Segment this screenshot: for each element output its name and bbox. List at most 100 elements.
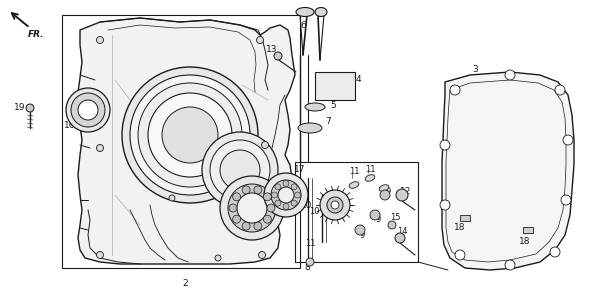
- Circle shape: [26, 104, 34, 112]
- Circle shape: [563, 135, 573, 145]
- Circle shape: [294, 192, 300, 198]
- Polygon shape: [78, 18, 295, 264]
- Ellipse shape: [379, 185, 389, 191]
- Ellipse shape: [298, 123, 322, 133]
- Ellipse shape: [349, 182, 359, 188]
- Circle shape: [267, 204, 275, 212]
- Circle shape: [380, 190, 390, 200]
- Circle shape: [242, 222, 250, 230]
- Circle shape: [254, 222, 262, 230]
- Text: 9: 9: [359, 231, 365, 240]
- Circle shape: [263, 215, 271, 223]
- Text: 14: 14: [396, 228, 407, 237]
- Circle shape: [263, 193, 271, 201]
- Circle shape: [355, 225, 365, 235]
- Text: 11: 11: [305, 240, 315, 249]
- Circle shape: [370, 210, 380, 220]
- Bar: [315, 72, 355, 100]
- Circle shape: [275, 184, 281, 190]
- Text: 20: 20: [300, 200, 312, 209]
- Circle shape: [555, 85, 565, 95]
- Circle shape: [220, 176, 284, 240]
- Circle shape: [122, 67, 258, 203]
- Text: FR.: FR.: [28, 30, 44, 39]
- Circle shape: [396, 189, 408, 201]
- Circle shape: [283, 181, 289, 187]
- Polygon shape: [442, 72, 574, 270]
- Circle shape: [78, 100, 98, 120]
- Circle shape: [258, 252, 266, 259]
- Text: 6: 6: [300, 21, 306, 30]
- Circle shape: [331, 201, 339, 209]
- Circle shape: [291, 184, 297, 190]
- Circle shape: [130, 75, 250, 195]
- Text: 2: 2: [182, 278, 188, 287]
- Text: 4: 4: [356, 76, 362, 85]
- Circle shape: [440, 200, 450, 210]
- Circle shape: [440, 140, 450, 150]
- Circle shape: [148, 93, 232, 177]
- Text: 11: 11: [349, 167, 359, 176]
- Text: 15: 15: [390, 213, 400, 222]
- Circle shape: [97, 144, 103, 151]
- Circle shape: [550, 247, 560, 257]
- Circle shape: [210, 140, 270, 200]
- Circle shape: [228, 184, 276, 232]
- Circle shape: [450, 85, 460, 95]
- Text: 19: 19: [14, 104, 26, 113]
- Circle shape: [169, 195, 175, 201]
- Circle shape: [162, 107, 218, 163]
- Circle shape: [291, 200, 297, 206]
- Circle shape: [202, 132, 278, 208]
- Circle shape: [395, 233, 405, 243]
- Text: 5: 5: [330, 101, 336, 110]
- Circle shape: [275, 200, 281, 206]
- Circle shape: [306, 258, 314, 266]
- Circle shape: [264, 173, 308, 217]
- Text: 16: 16: [64, 120, 76, 129]
- Circle shape: [257, 36, 264, 44]
- Circle shape: [388, 221, 396, 229]
- Circle shape: [66, 88, 110, 132]
- Text: 10: 10: [310, 207, 320, 216]
- Text: 21: 21: [251, 228, 263, 237]
- Circle shape: [271, 180, 301, 210]
- Circle shape: [71, 93, 105, 127]
- Text: 18: 18: [454, 224, 466, 232]
- Circle shape: [505, 260, 515, 270]
- Circle shape: [242, 186, 250, 194]
- Circle shape: [561, 195, 571, 205]
- Text: 7: 7: [325, 117, 331, 126]
- Circle shape: [237, 193, 267, 223]
- Circle shape: [232, 215, 241, 223]
- Ellipse shape: [305, 103, 325, 111]
- Ellipse shape: [365, 175, 375, 181]
- Ellipse shape: [296, 8, 314, 17]
- Circle shape: [327, 197, 343, 213]
- Circle shape: [320, 190, 350, 220]
- Bar: [523, 227, 533, 233]
- Bar: [62, 15, 300, 268]
- Text: 11: 11: [365, 166, 375, 175]
- Circle shape: [232, 193, 241, 201]
- Text: 13: 13: [266, 45, 278, 54]
- Bar: [295, 162, 418, 262]
- Circle shape: [220, 150, 260, 190]
- Text: 8: 8: [304, 262, 310, 272]
- Circle shape: [97, 252, 103, 259]
- Text: 17: 17: [294, 166, 306, 175]
- Circle shape: [138, 83, 242, 187]
- Circle shape: [229, 204, 237, 212]
- Circle shape: [278, 187, 294, 203]
- Circle shape: [455, 250, 465, 260]
- Circle shape: [274, 52, 282, 60]
- Circle shape: [283, 203, 289, 209]
- Ellipse shape: [315, 8, 327, 17]
- Text: 12: 12: [400, 188, 412, 197]
- Circle shape: [97, 36, 103, 44]
- Text: 9: 9: [385, 188, 391, 197]
- Bar: [460, 215, 470, 221]
- Circle shape: [271, 192, 277, 198]
- Text: 9: 9: [375, 216, 381, 225]
- Text: 3: 3: [472, 66, 478, 75]
